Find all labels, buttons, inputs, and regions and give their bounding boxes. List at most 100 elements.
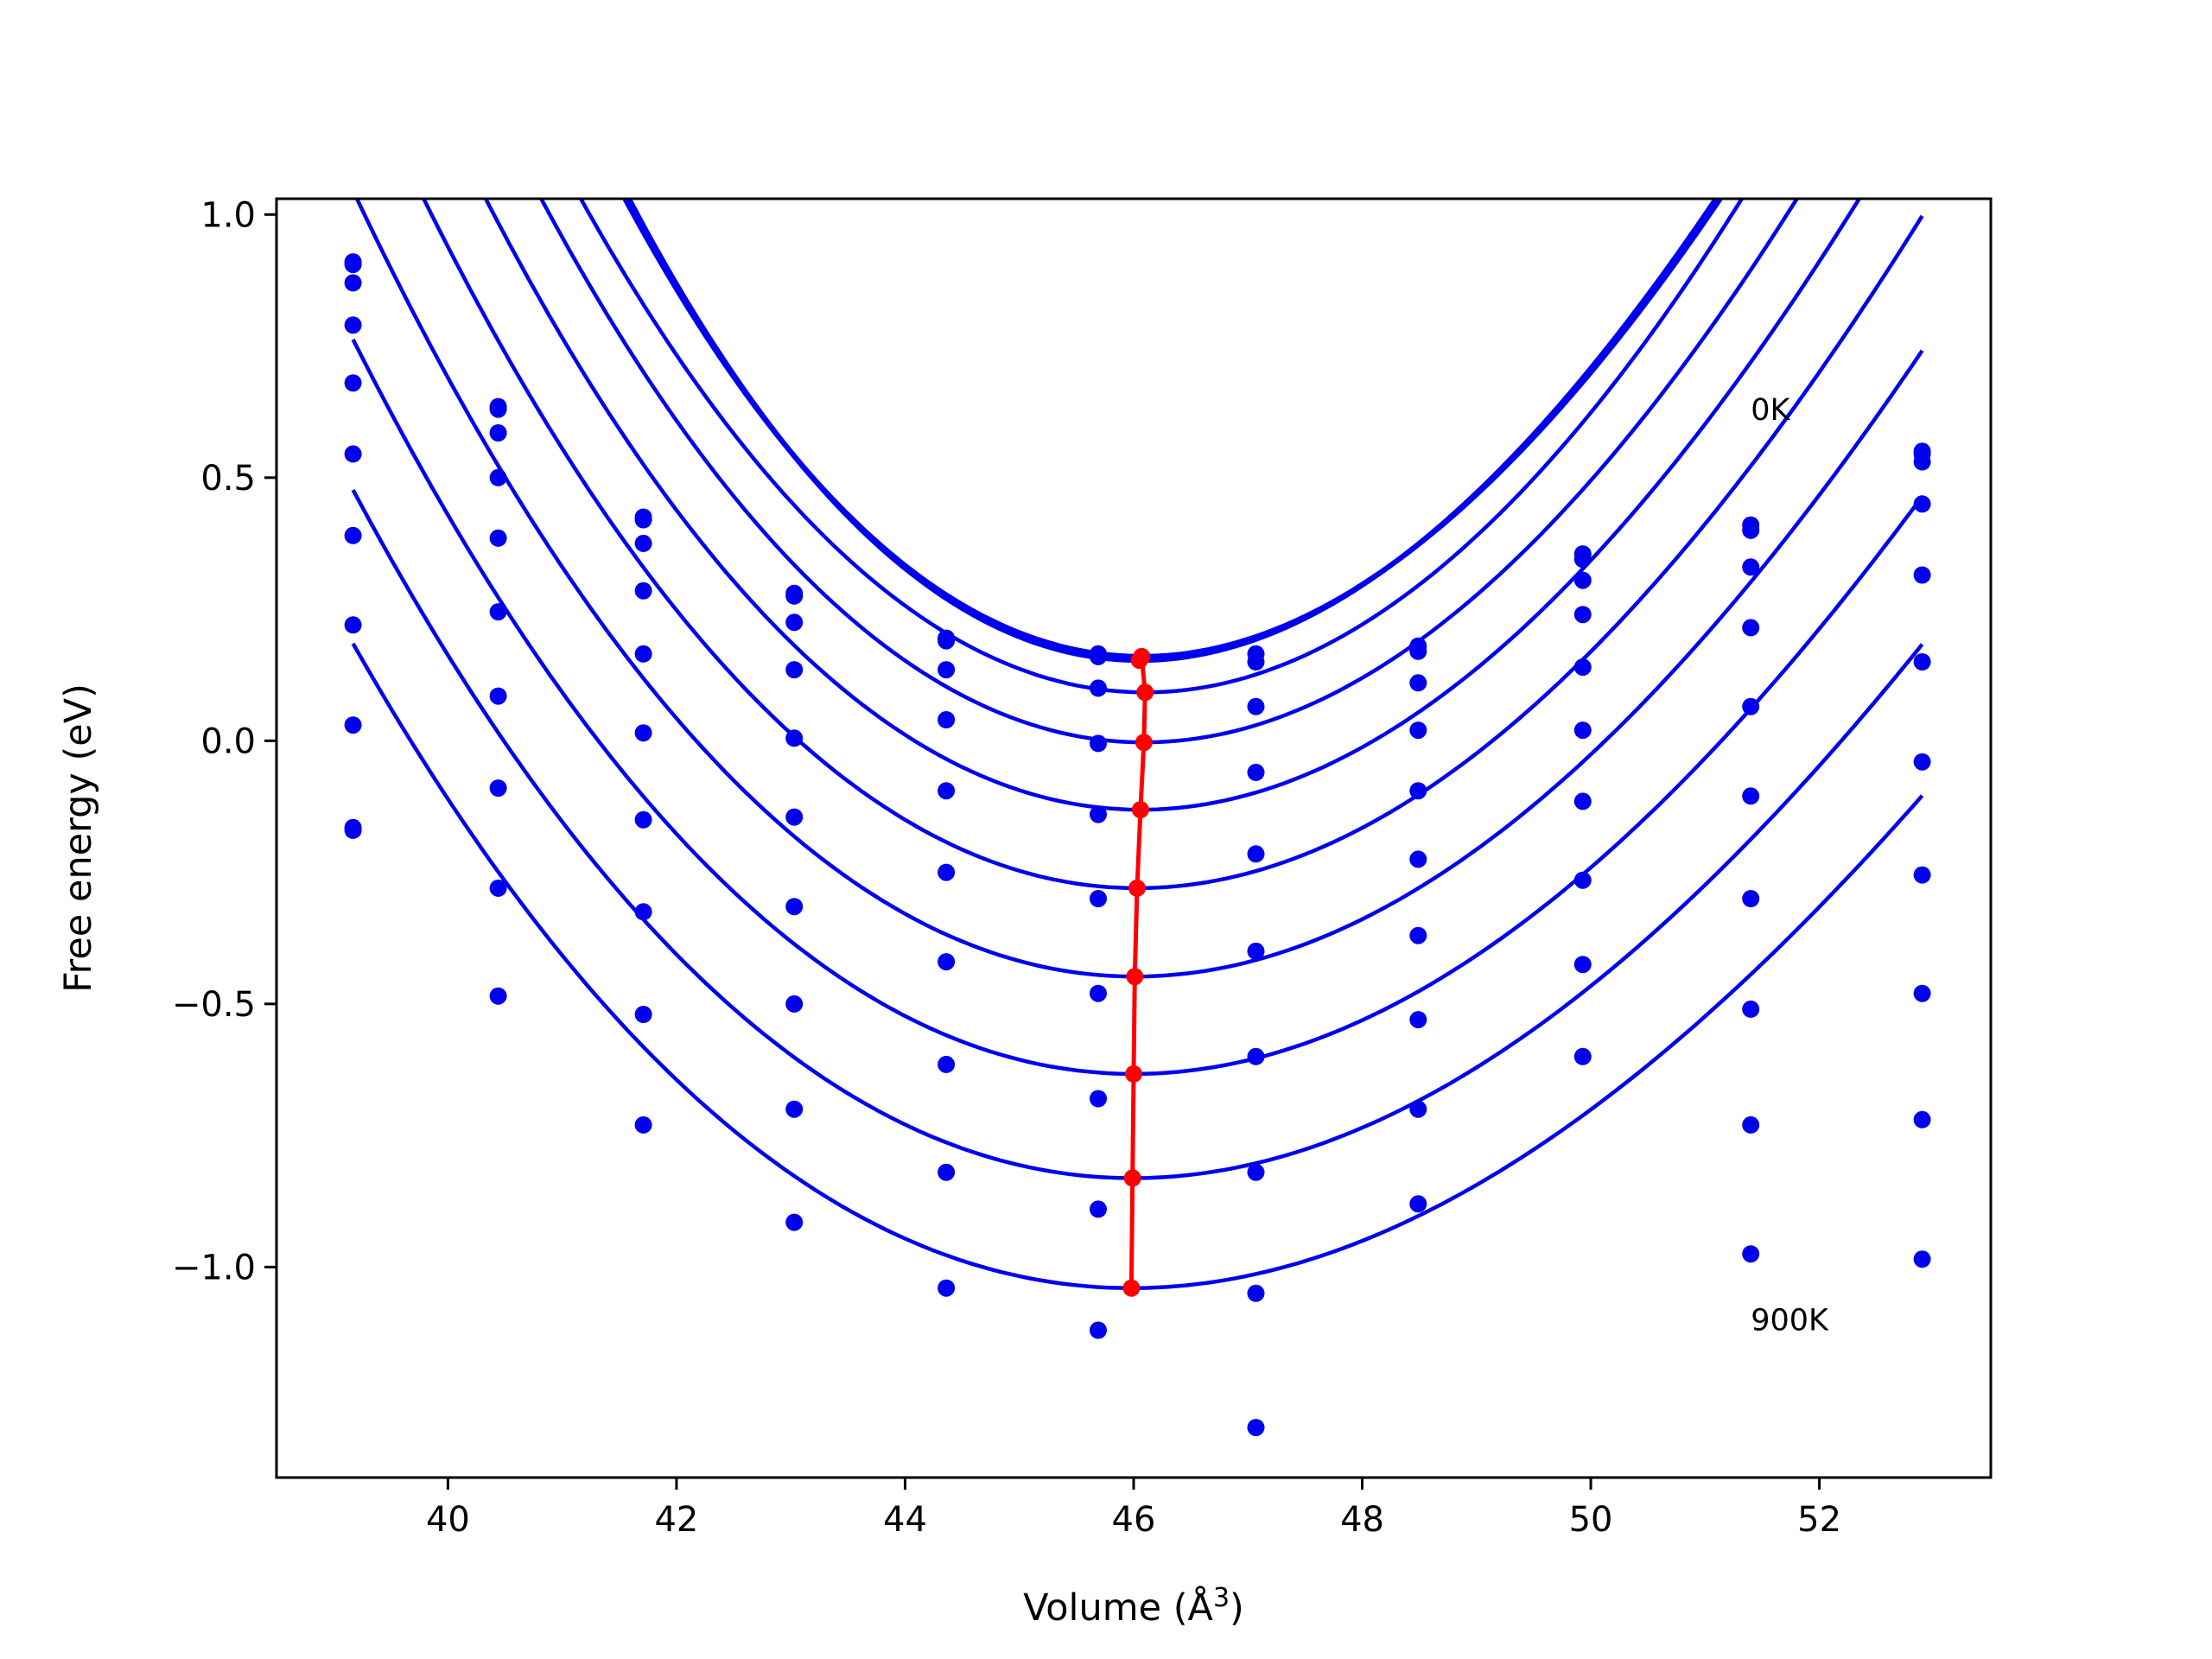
data-point <box>344 374 362 392</box>
data-point <box>489 687 507 705</box>
data-point <box>344 821 362 839</box>
data-point <box>1573 571 1592 589</box>
data-points <box>344 253 1931 1437</box>
data-point <box>1573 956 1592 974</box>
data-point <box>785 808 804 826</box>
data-point <box>634 1116 652 1134</box>
data-point <box>1913 866 1931 884</box>
data-point <box>1573 871 1592 889</box>
data-point <box>1409 674 1427 692</box>
data-point <box>489 400 507 418</box>
x-axis-title: Volume (Å3) <box>1023 1583 1244 1630</box>
y-axis-ticks: 1.0 0.5 0.0 −0.5 −1.0 <box>172 195 276 1287</box>
data-point <box>1090 679 1107 697</box>
data-point <box>1247 653 1265 671</box>
data-point <box>1247 1047 1265 1065</box>
data-point <box>785 613 804 632</box>
data-point <box>1247 697 1265 715</box>
data-point <box>1090 734 1107 753</box>
data-point <box>634 511 652 529</box>
data-point <box>785 995 804 1013</box>
data-point <box>938 632 956 650</box>
data-point <box>1742 619 1760 637</box>
data-point <box>1913 753 1931 771</box>
data-point <box>1913 495 1931 513</box>
data-point <box>1090 805 1107 823</box>
data-point <box>634 645 652 663</box>
data-point <box>1409 721 1427 740</box>
data-point <box>489 468 507 486</box>
data-point <box>1742 558 1760 576</box>
data-point <box>1913 1250 1931 1268</box>
minimum-point <box>1133 647 1151 665</box>
minimum-point <box>1135 734 1153 752</box>
data-point <box>489 779 507 798</box>
fit-curve-3 <box>538 199 1800 745</box>
data-point <box>344 445 362 463</box>
fit-curve-1 <box>621 199 1724 659</box>
y-tick-label: 0.0 <box>200 721 256 761</box>
data-point <box>1247 942 1265 960</box>
data-point <box>785 661 804 679</box>
annotations: 0K 900K <box>1751 393 1829 1338</box>
data-point <box>1409 1100 1427 1118</box>
x-tick-label: 48 <box>1340 1500 1384 1540</box>
data-point <box>1913 653 1931 671</box>
data-point <box>1090 984 1107 1002</box>
data-point <box>1742 787 1760 805</box>
data-point <box>344 526 362 544</box>
annotation-label: 900K <box>1751 1303 1829 1338</box>
data-point <box>344 256 362 274</box>
minimum-point <box>1126 968 1144 986</box>
data-point <box>344 316 362 334</box>
x-tick-label: 52 <box>1797 1500 1841 1540</box>
data-point <box>1573 550 1592 569</box>
minima-line <box>1122 647 1154 1297</box>
data-point <box>634 582 652 600</box>
data-point <box>1742 1000 1760 1018</box>
minima-path <box>1128 650 1147 1288</box>
data-point <box>1247 763 1265 781</box>
x-axis-title-close: ) <box>1230 1586 1244 1630</box>
data-point <box>1090 1200 1107 1218</box>
data-point <box>1090 890 1107 907</box>
fit-curve-0 <box>626 199 1719 664</box>
data-point <box>1742 1245 1760 1263</box>
x-axis-title-main: Volume (Å <box>1023 1586 1213 1630</box>
fit-curves <box>351 199 1924 1290</box>
data-point <box>1247 1163 1265 1181</box>
data-point <box>489 879 507 897</box>
x-tick-label: 44 <box>883 1500 927 1540</box>
data-point <box>634 1006 652 1023</box>
minimum-point <box>1123 1169 1141 1187</box>
x-axis-title-sup: 3 <box>1213 1583 1230 1613</box>
data-point <box>489 603 507 621</box>
data-point <box>1409 642 1427 660</box>
data-point <box>344 616 362 634</box>
data-point <box>344 716 362 734</box>
fit-curve-5 <box>421 199 1924 891</box>
data-point <box>1742 890 1760 907</box>
data-point <box>1573 1047 1592 1065</box>
minimum-point <box>1125 1065 1142 1083</box>
x-axis-ticks: 40 42 44 46 48 50 52 <box>426 1478 1841 1540</box>
data-point <box>1247 845 1265 863</box>
data-point <box>1913 453 1931 471</box>
data-point <box>938 863 956 881</box>
y-tick-label: −0.5 <box>172 985 256 1025</box>
data-point <box>489 529 507 547</box>
data-point <box>634 724 652 742</box>
data-point <box>785 1213 804 1231</box>
data-point <box>1247 1284 1265 1302</box>
data-point <box>344 274 362 292</box>
y-tick-label: 1.0 <box>200 195 256 235</box>
data-point <box>785 898 804 916</box>
data-point <box>938 1163 956 1181</box>
data-point <box>1409 926 1427 944</box>
x-tick-label: 50 <box>1569 1500 1613 1540</box>
y-axis-title: Free energy (eV) <box>57 683 100 993</box>
data-point <box>1573 721 1592 740</box>
data-point <box>785 1100 804 1118</box>
data-point <box>1573 792 1592 810</box>
data-point <box>938 661 956 679</box>
